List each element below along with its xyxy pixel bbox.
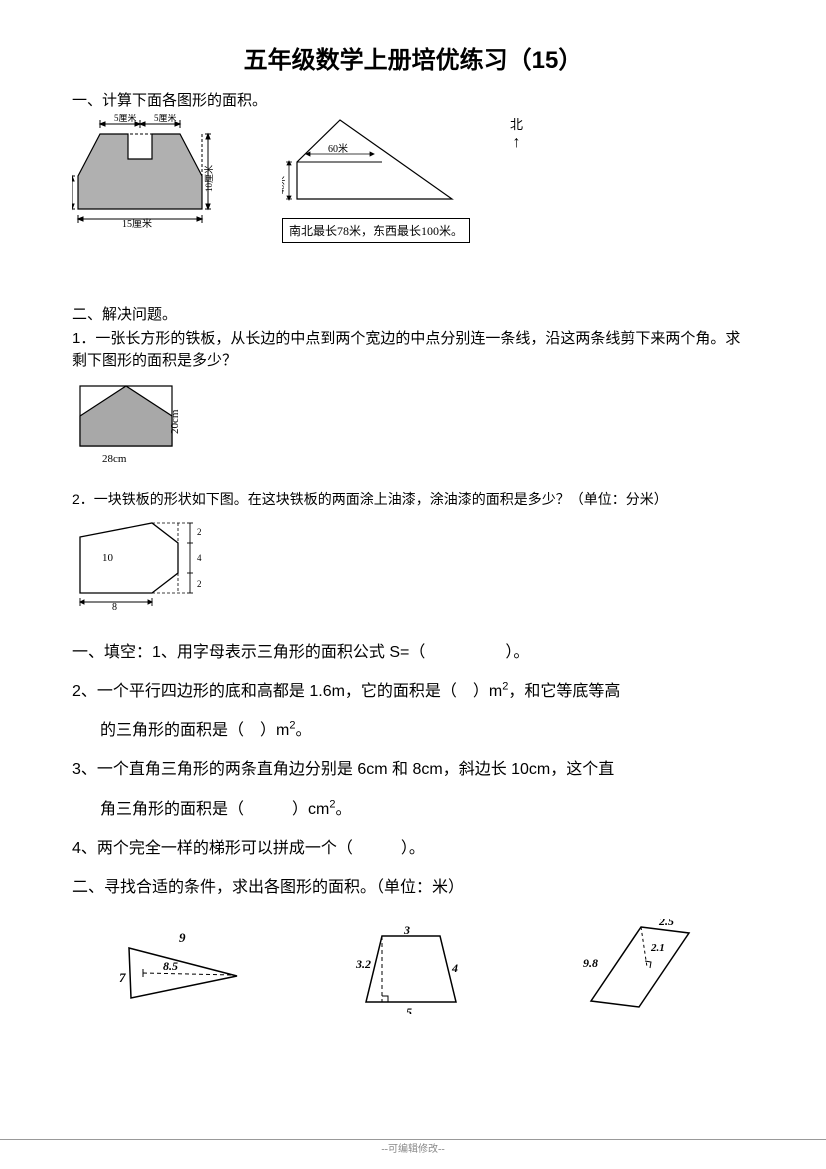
q2-dim-10: 10 xyxy=(102,552,114,564)
question-2: 2．一块铁板的形状如下图。在这块铁板的两面涂上油漆，涂油漆的面积是多少？（单位：… xyxy=(72,489,754,509)
fig2-caption: 南北最长78米，东西最长100米。 xyxy=(282,218,470,243)
polygon-figure-1: 5厘米 5厘米 5厘米 xyxy=(72,114,222,229)
dim-top-left: 5厘米 xyxy=(114,114,137,123)
fill-q3-line2: 角三角形的面积是（ ）cm2。 xyxy=(72,792,754,827)
section1-figures: 5厘米 5厘米 5厘米 xyxy=(72,114,754,243)
fill-q2: 2、一个平行四边形的底和高都是 1.6m，它的面积是（ ）m2，和它等底等高 xyxy=(72,674,754,709)
fill-q2c: 的三角形的面积是（ ）m xyxy=(100,722,289,739)
bottom-triangle: 9 8.5 7 xyxy=(117,924,257,1014)
trap-bottom: 5 xyxy=(406,1005,412,1014)
fill-q4: 4、两个完全一样的梯形可以拼成一个（ ）。 xyxy=(72,831,754,866)
fill-q2b: ，和它等底等高 xyxy=(508,683,620,700)
dim-60m: 60米 xyxy=(328,142,348,155)
tri-top: 9 xyxy=(179,930,186,945)
dim-top-right: 5厘米 xyxy=(154,114,177,123)
fill-q2d: 。 xyxy=(295,722,311,739)
tri-left: 7 xyxy=(119,970,126,985)
fill-q2-line2: 的三角形的面积是（ ）m2。 xyxy=(72,713,754,748)
fill-q2a: 2、一个平行四边形的底和高都是 1.6m，它的面积是（ ）m xyxy=(72,683,502,700)
footer-divider xyxy=(0,1139,826,1140)
triangle-figure-2: 60米 48米 南北最长78米，东西最长100米。 北 ↑ xyxy=(282,114,523,243)
bottom-trapezoid: 3 3.2 4 5 xyxy=(348,924,478,1014)
bottom-figures: 9 8.5 7 3 3.2 4 5 2.5 2.1 9.8 xyxy=(72,919,754,1019)
para-left: 9.8 xyxy=(583,956,598,970)
trap-left: 3.2 xyxy=(355,957,371,971)
fill-sec2: 二、寻找合适的条件，求出各图形的面积。（单位：米） xyxy=(72,870,754,905)
fill-q3: 3、一个直角三角形的两条直角边分别是 6cm 和 8cm，斜边长 10cm，这个… xyxy=(72,752,754,787)
page-title: 五年级数学上册培优练习（15） xyxy=(72,40,754,75)
q2-dim-top2: 2 xyxy=(197,527,202,537)
q1-width: 28cm xyxy=(102,453,127,465)
fill-q3b: 角三角形的面积是（ ）cm xyxy=(100,801,329,818)
q2-dim-8: 8 xyxy=(112,602,117,610)
trap-right: 4 xyxy=(451,961,458,975)
q2-figure: 10 8 2 4 2 xyxy=(72,515,754,615)
dim-bottom-15: 15厘米 xyxy=(122,217,152,229)
compass-icon: 北 ↑ xyxy=(510,114,523,151)
q2-dim-4: 4 xyxy=(197,553,202,563)
q1-figure: 28cm 20cm xyxy=(72,378,754,473)
fill-q3c: 。 xyxy=(335,801,351,818)
page-footer: --可编辑修改-- xyxy=(0,1139,826,1155)
arrow-up-icon: ↑ xyxy=(513,135,521,151)
tri-mid: 8.5 xyxy=(163,959,178,973)
section2-label: 二、解决问题。 xyxy=(72,303,754,324)
question-1: 1．一张长方形的铁板，从长边的中点到两个宽边的中点分别连一条线，沿这两条线剪下来… xyxy=(72,328,754,372)
para-top: 2.5 xyxy=(658,919,674,928)
dim-48m: 48米 xyxy=(282,176,286,194)
dim-right-10: 10厘米 xyxy=(203,165,214,192)
trap-top: 3 xyxy=(403,924,410,937)
bottom-parallelogram: 2.5 2.1 9.8 xyxy=(569,919,709,1019)
q2-dim-bot2: 2 xyxy=(197,579,202,589)
fill-heading: 一、填空：1、用字母表示三角形的面积公式 S=（ ）。 xyxy=(72,635,754,670)
fill-section: 一、填空：1、用字母表示三角形的面积公式 S=（ ）。 2、一个平行四边形的底和… xyxy=(72,635,754,905)
para-inner: 2.1 xyxy=(650,942,665,954)
section1-label: 一、计算下面各图形的面积。 xyxy=(72,89,754,110)
q1-height: 20cm xyxy=(169,409,181,434)
footer-text: --可编辑修改-- xyxy=(381,1144,444,1155)
compass-label: 北 xyxy=(510,114,523,133)
